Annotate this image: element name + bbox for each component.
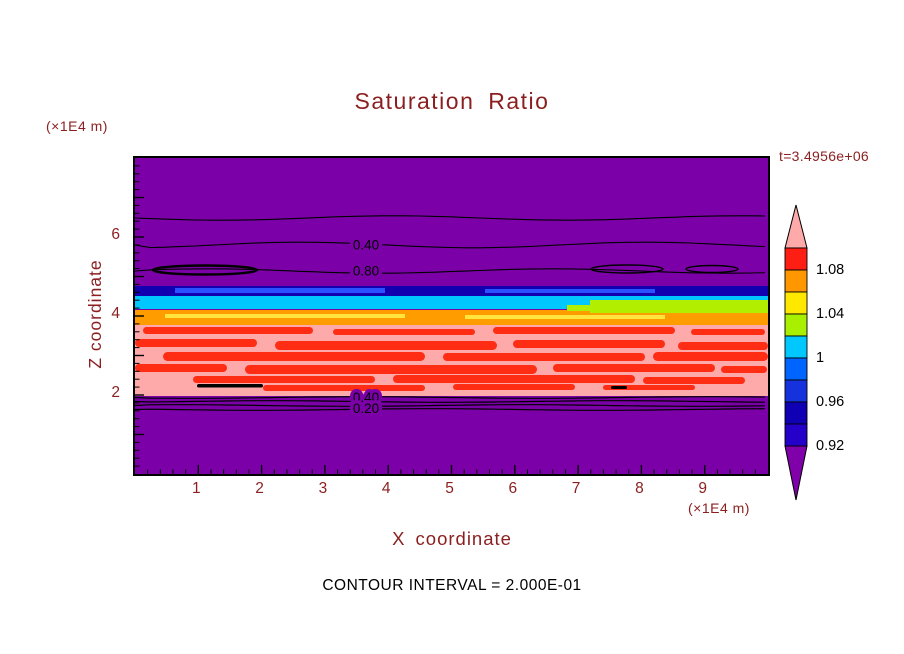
red-contour-blob	[653, 352, 768, 361]
closed-contour-loop	[685, 264, 739, 274]
red-contour-blob	[553, 364, 715, 372]
colorbar-segment	[784, 379, 808, 403]
red-contour-blob	[135, 364, 227, 372]
colorbar-tick-label: 1	[816, 350, 825, 366]
x-tick-label: 4	[381, 480, 391, 497]
contour-value-label: 0.20	[353, 401, 379, 416]
red-contour-blob	[643, 377, 745, 384]
x-axis-title: X coordinate	[392, 528, 512, 549]
contour-line	[135, 268, 766, 274]
y-tick-labels: 2 4 6	[92, 156, 120, 472]
red-contour-blob	[453, 384, 575, 390]
contour-line	[135, 400, 766, 403]
red-contour-blob	[691, 329, 765, 335]
x-tick-label: 7	[571, 480, 581, 497]
x-tick-label: 5	[445, 480, 454, 497]
y-tick-label: 6	[111, 226, 120, 243]
x-tick-label: 6	[508, 480, 518, 497]
x-tick-label: 9	[698, 480, 707, 497]
red-contour-blob	[163, 352, 425, 361]
y-tick-label: 4	[111, 305, 120, 322]
colorbar-tick-label: 1.04	[816, 306, 845, 322]
time-annotation: t=3.4956e+06	[779, 148, 870, 164]
colorbar-labels: 1.08 1.04 1 0.96 0.92	[816, 203, 876, 503]
colorbar-segment	[784, 335, 808, 359]
red-contour-blob	[678, 342, 768, 350]
closed-contour-loop	[590, 264, 664, 274]
x-tick-label: 2	[255, 480, 264, 497]
x-axis-unit-label: (×1E4 m)	[688, 500, 750, 516]
colorbar-tick-label: 1.08	[816, 262, 845, 278]
red-contour-blob	[245, 365, 537, 374]
contour-interval-note: CONTOUR INTERVAL = 2.000E-01	[322, 577, 582, 594]
x-tick-label: 3	[318, 480, 328, 497]
y-tick-label: 2	[111, 384, 120, 401]
colorbar-above-arrow	[784, 204, 808, 249]
contour-line	[135, 215, 766, 221]
red-contour-blob	[333, 329, 475, 335]
x-tick-labels: 1 2 3 4 5 6 7 8 9	[133, 479, 766, 499]
red-contour-blob	[135, 339, 257, 347]
colorbar-svg	[784, 204, 808, 501]
colorbar-segment	[784, 247, 808, 271]
red-contour-blob	[263, 385, 425, 391]
colorbar-segment	[784, 291, 808, 315]
contour-value-label: 0.40	[353, 238, 379, 253]
contour-value-label: 0.80	[353, 264, 379, 279]
contour-line	[135, 408, 766, 411]
colorbar-tick-label: 0.96	[816, 394, 845, 410]
red-contour-blob	[193, 376, 375, 383]
colorbar-segment	[784, 357, 808, 381]
colorbar	[781, 203, 811, 503]
red-contour-blob	[513, 340, 665, 348]
red-contour-blob	[393, 375, 635, 383]
colorbar-segment	[784, 313, 808, 337]
colorbar-below-arrow	[784, 445, 808, 501]
y-axis-unit-label: (×1E4 m)	[46, 118, 108, 134]
contour-line	[135, 241, 766, 249]
contour-value-label: 0.40	[353, 390, 379, 405]
contour-line	[135, 404, 766, 407]
x-tick-label: 8	[635, 480, 644, 497]
red-contour-blob	[721, 366, 767, 373]
contour-field: 0.400.800.400.20	[135, 158, 768, 474]
red-contour-blob	[275, 341, 497, 350]
x-tick-label: 1	[191, 480, 201, 497]
red-contour-blob	[143, 327, 313, 334]
colorbar-segment	[784, 269, 808, 293]
contour-line	[135, 396, 766, 399]
colorbar-tick-label: 0.92	[816, 438, 845, 454]
chart-title: Saturation Ratio	[354, 88, 550, 114]
colorbar-segment	[784, 423, 808, 447]
closed-contour-loop	[151, 264, 259, 276]
red-contour-blob	[493, 327, 675, 334]
colorbar-segment	[784, 401, 808, 425]
plot-area: 0.40 0.80 0.40 0.20	[133, 156, 770, 476]
red-contour-blob	[443, 353, 645, 361]
